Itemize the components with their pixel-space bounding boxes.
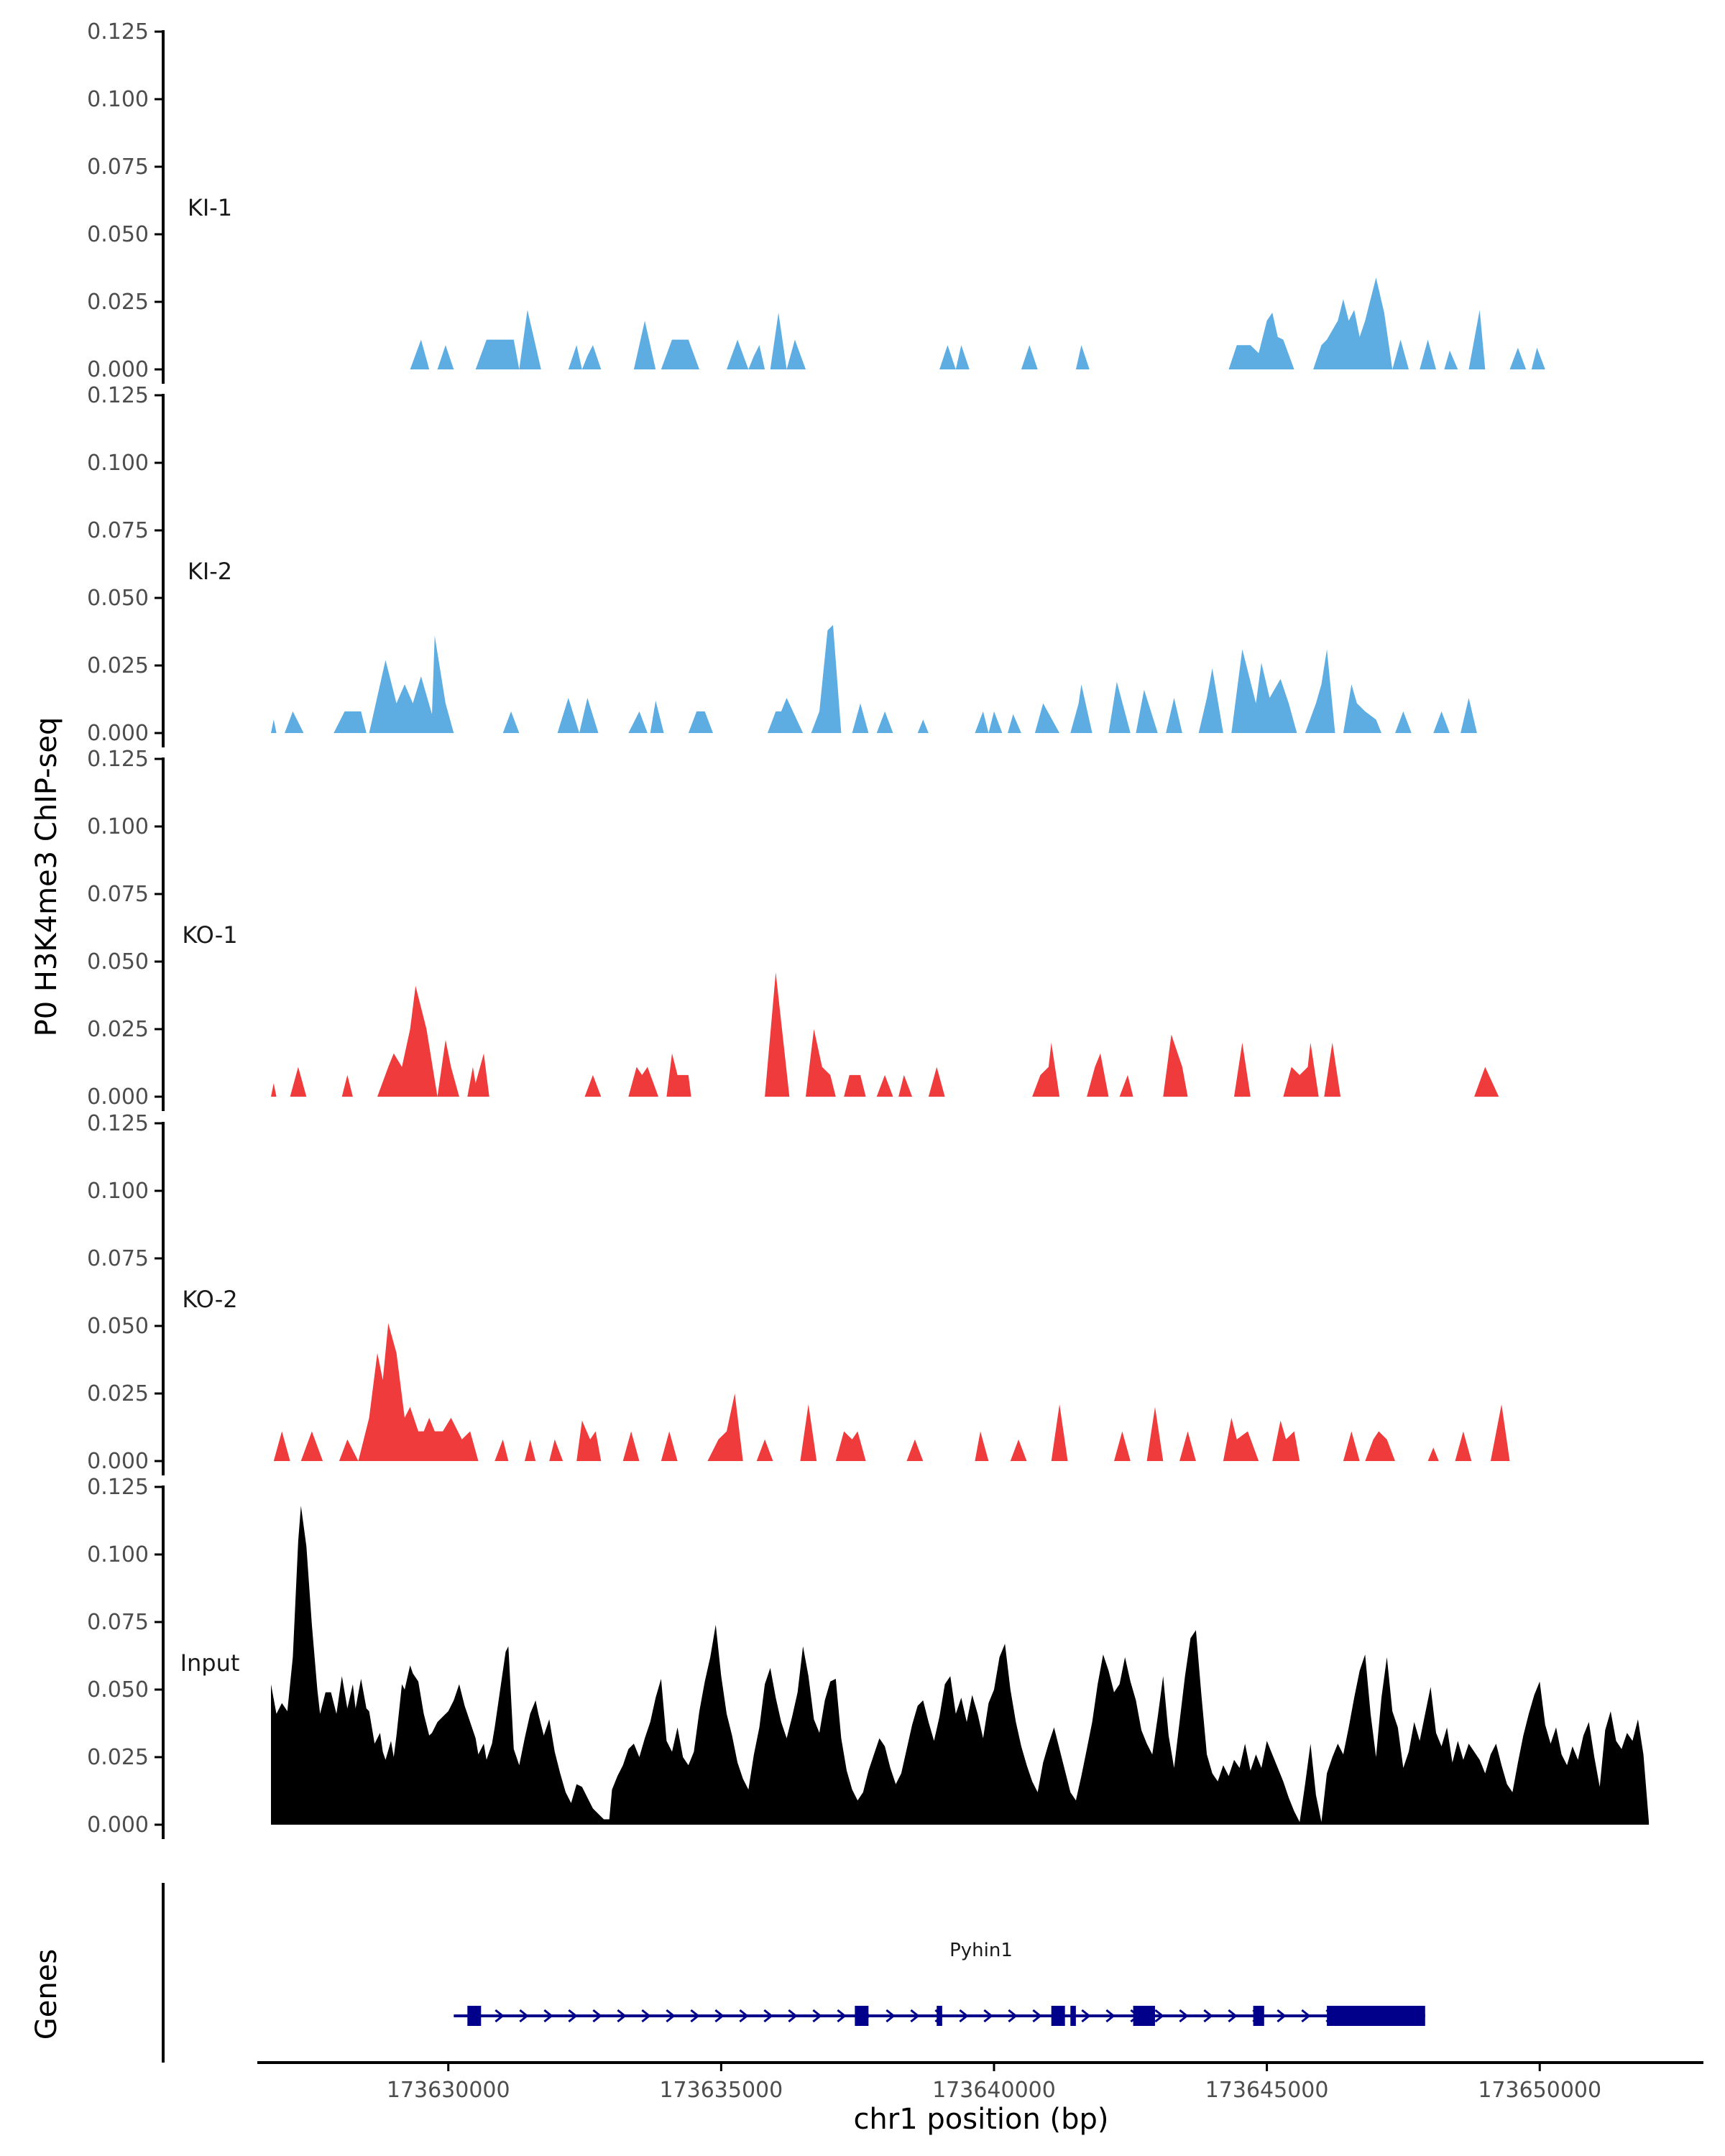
exon-block — [1070, 2006, 1076, 2026]
y-tick-label: 0.000 — [87, 1449, 149, 1474]
strand-arrow — [983, 2009, 993, 2023]
strand-arrow — [812, 2009, 822, 2023]
strand-arrow — [690, 2009, 700, 2023]
y-tick-label: 0.075 — [87, 1246, 149, 1271]
strand-arrow — [1228, 2009, 1238, 2023]
track-label: KO-2 — [182, 1286, 237, 1313]
y-tick-label: 0.050 — [87, 1314, 149, 1339]
signal-area-ki-1 — [410, 277, 1545, 369]
track-panels: 0.0000.0250.0500.0750.1000.125KI-10.0000… — [87, 19, 1650, 1839]
exon-block — [1051, 2006, 1065, 2026]
y-tick-label: 0.100 — [87, 87, 149, 112]
strand-arrow — [837, 2009, 847, 2023]
track-input: 0.000 0.025 0.050 0.075 0.100 0.125 Input — [87, 1475, 1650, 1839]
strand-arrow — [666, 2009, 676, 2023]
gene-model — [454, 2006, 1425, 2026]
x-tick-label: 173630000 — [387, 2078, 510, 2103]
y-tick-label: 0.025 — [87, 1017, 149, 1042]
gene-name-label: Pyhin1 — [949, 1940, 1013, 1961]
signal-area-ki-2 — [271, 625, 1477, 733]
y-tick-label: 0.050 — [87, 949, 149, 975]
exon-block — [467, 2006, 482, 2026]
y-tick-label: 0.025 — [87, 290, 149, 315]
track-ko-2: 0.000 0.025 0.050 0.075 0.100 0.125 KO-2 — [87, 1111, 1510, 1475]
strand-arrow — [1179, 2009, 1189, 2023]
track-label: KI-2 — [188, 558, 232, 585]
y-tick-label: 0.000 — [87, 721, 149, 746]
y-tick-label: 0.125 — [87, 747, 149, 772]
strand-arrow — [1032, 2009, 1042, 2023]
x-tick-label: 173640000 — [932, 2078, 1056, 2103]
y-tick-label: 0.000 — [87, 357, 149, 382]
signal-area-ko-2 — [273, 1323, 1510, 1461]
strand-arrow — [543, 2009, 553, 2023]
y-tick-label: 0.100 — [87, 1542, 149, 1567]
strand-arrow — [1203, 2009, 1213, 2023]
track-ki-2: 0.000 0.025 0.050 0.075 0.100 0.125 KI-2 — [87, 383, 1477, 747]
track-ki-1: 0.000 0.025 0.050 0.075 0.100 0.125 KI-1 — [87, 19, 1545, 384]
x-tick-label: 173635000 — [659, 2078, 783, 2103]
exon-block — [855, 2006, 869, 2026]
exon-block — [1253, 2006, 1264, 2026]
strand-arrow — [739, 2009, 749, 2023]
track-label: KO-1 — [182, 921, 237, 949]
x-axis: 173630000 173635000 173640000 173645000 1736… — [257, 2061, 1703, 2103]
y-axis-title: P0 H3K4me3 ChIP-seq — [30, 717, 63, 1037]
x-tick-label: 173650000 — [1478, 2078, 1601, 2103]
y-tick-label: 0.050 — [87, 586, 149, 611]
x-tick-label: 173645000 — [1205, 2078, 1329, 2103]
strand-arrow — [959, 2009, 969, 2023]
track-label: Input — [180, 1649, 240, 1677]
y-tick-label: 0.025 — [87, 1381, 149, 1406]
strand-arrow — [1105, 2009, 1116, 2023]
y-tick-label: 0.025 — [87, 653, 149, 678]
track-ko-1: 0.000 0.025 0.050 0.075 0.100 0.125 KO-1 — [87, 747, 1499, 1111]
strand-arrow — [910, 2009, 920, 2023]
strand-arrow — [519, 2009, 529, 2023]
exon-block — [1133, 2006, 1155, 2026]
strand-arrow — [1301, 2009, 1311, 2023]
strand-arrow — [568, 2009, 578, 2023]
track-label: KI-1 — [188, 194, 232, 221]
y-tick-label: 0.100 — [87, 451, 149, 476]
y-tick-label: 0.000 — [87, 1812, 149, 1838]
y-tick-label: 0.025 — [87, 1745, 149, 1770]
y-tick-label: 0.075 — [87, 882, 149, 907]
y-tick-label: 0.125 — [87, 383, 149, 408]
strand-arrow — [714, 2009, 724, 2023]
y-tick-label: 0.100 — [87, 814, 149, 839]
strand-arrow — [494, 2009, 505, 2023]
strand-arrow — [1081, 2009, 1091, 2023]
y-tick-label: 0.075 — [87, 1610, 149, 1635]
strand-arrow — [886, 2009, 896, 2023]
y-tick-label: 0.125 — [87, 1475, 149, 1500]
strand-arrow — [763, 2009, 773, 2023]
y-tick-label: 0.075 — [87, 518, 149, 543]
strand-arrow — [1008, 2009, 1018, 2023]
strand-arrow — [592, 2009, 602, 2023]
y-tick-label: 0.100 — [87, 1179, 149, 1204]
y-tick-label: 0.050 — [87, 222, 149, 247]
strand-arrow — [617, 2009, 627, 2023]
signal-area-ko-1 — [271, 972, 1499, 1097]
strand-arrow — [641, 2009, 651, 2023]
strand-arrow — [788, 2009, 798, 2023]
exon-block — [937, 2006, 942, 2026]
strand-arrow — [1154, 2009, 1164, 2023]
exon-block — [1327, 2006, 1425, 2026]
strand-arrow — [1276, 2009, 1287, 2023]
x-axis-title: chr1 position (bp) — [853, 2103, 1108, 2136]
genes-panel-label: Genes — [30, 1949, 63, 2040]
y-tick-label: 0.125 — [87, 19, 149, 45]
y-tick-label: 0.000 — [87, 1084, 149, 1110]
y-tick-label: 0.075 — [87, 155, 149, 180]
signal-area-input — [271, 1506, 1650, 1825]
y-tick-label: 0.050 — [87, 1677, 149, 1703]
genes-panel: Genes Pyhin1 — [30, 1883, 1425, 2063]
y-tick-label: 0.125 — [87, 1111, 149, 1136]
